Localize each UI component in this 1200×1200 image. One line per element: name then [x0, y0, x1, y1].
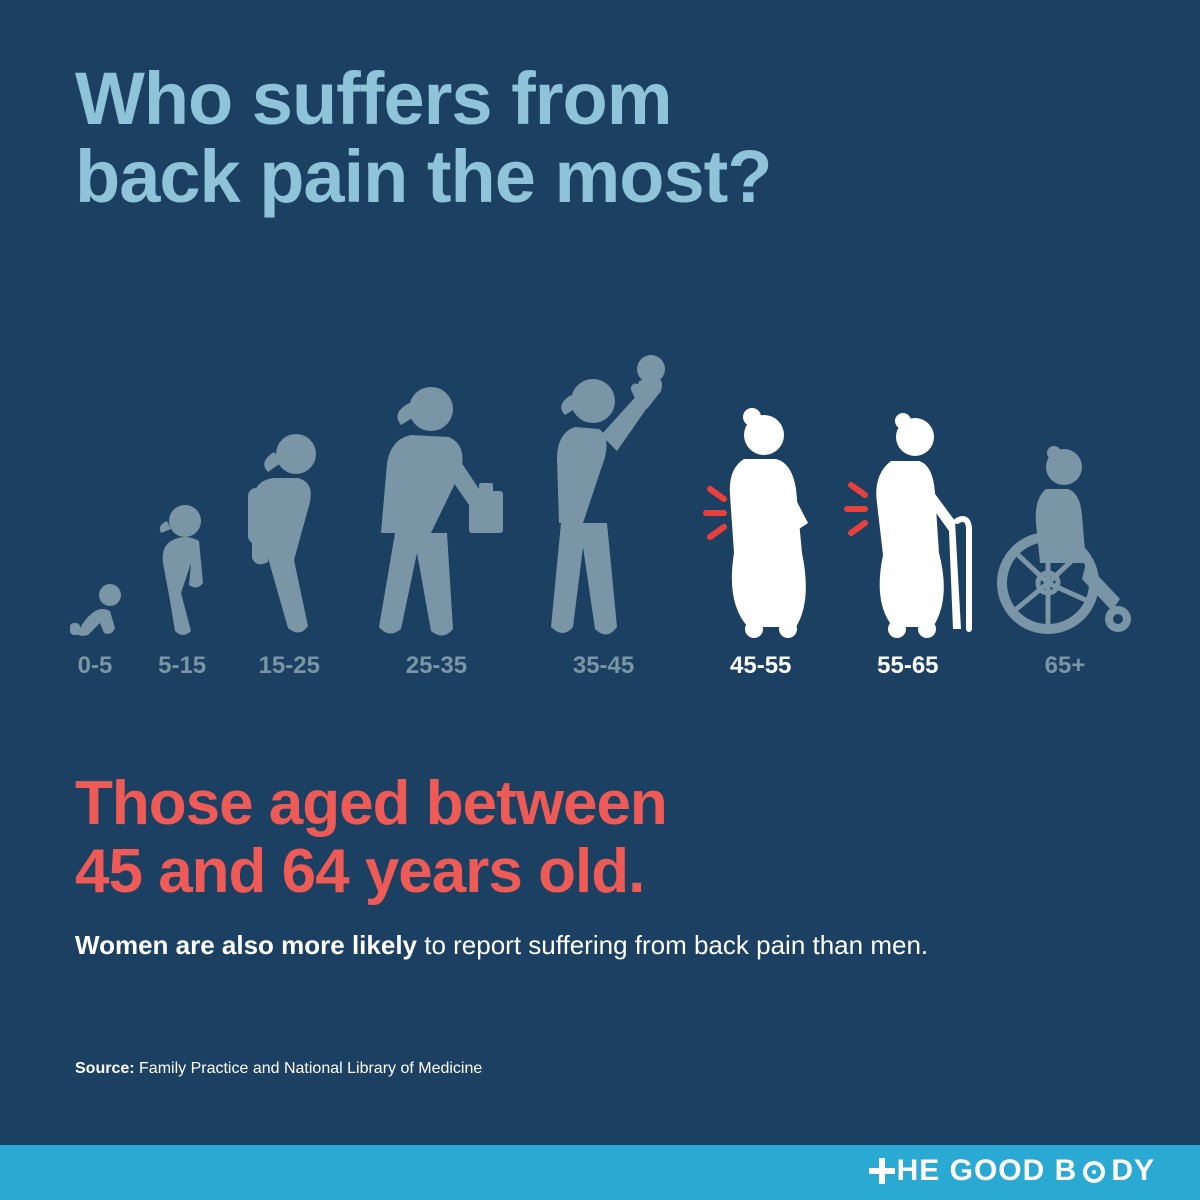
brand-text-1: HE GOOD B — [897, 1154, 1078, 1188]
title-line-2: back pain the most? — [75, 135, 771, 218]
target-o-icon — [1083, 1161, 1105, 1183]
plus-icon — [869, 1158, 895, 1184]
age-figures-row: 0-5 5-15 15-25 — [60, 350, 1140, 680]
age-figure: 0-5 — [60, 583, 130, 680]
main-title: Who suffers from back pain the most? — [75, 60, 771, 215]
teen-icon — [234, 428, 344, 638]
brand-text-2: DY — [1111, 1154, 1155, 1188]
age-label: 45-55 — [730, 652, 791, 680]
age-figure: 15-25 — [234, 428, 344, 680]
footer-bar: HE GOOD B DY — [0, 1145, 1200, 1200]
child-icon — [147, 503, 217, 638]
age-figure: 55-65 — [843, 403, 973, 680]
adult-icon — [361, 383, 511, 638]
source-text: Family Practice and National Library of … — [135, 1060, 483, 1077]
headline-line-2: 45 and 64 years old. — [75, 837, 644, 906]
title-line-1: Who suffers from — [75, 57, 672, 140]
age-label: 55-65 — [877, 652, 938, 680]
parent-icon — [529, 343, 679, 638]
age-figure: 65+ — [990, 443, 1140, 680]
subline-bold: Women are also more likely — [75, 930, 417, 960]
subline-rest: to report suffering from back pain than … — [417, 930, 928, 960]
age-figure: 25-35 — [361, 383, 511, 680]
age-label: 0-5 — [78, 652, 113, 680]
wheelchair-icon — [990, 443, 1140, 638]
source-label: Source: — [75, 1060, 135, 1077]
age-figure: 35-45 — [529, 343, 679, 680]
brand-logo: HE GOOD B DY — [869, 1154, 1155, 1188]
headline: Those aged between 45 and 64 years old. — [75, 770, 667, 906]
age-label: 15-25 — [259, 652, 320, 680]
infographic-canvas: Who suffers from back pain the most? 0-5… — [0, 0, 1200, 1200]
baby-icon — [60, 583, 130, 638]
middleaged-icon — [696, 403, 826, 638]
headline-line-1: Those aged between — [75, 769, 667, 838]
source-line: Source: Family Practice and National Lib… — [75, 1060, 482, 1078]
age-figure: 45-55 — [696, 403, 826, 680]
age-label: 65+ — [1045, 652, 1086, 680]
age-figure: 5-15 — [147, 503, 217, 680]
senior-cane-icon — [843, 403, 973, 638]
age-label: 25-35 — [406, 652, 467, 680]
age-label: 35-45 — [573, 652, 634, 680]
subline: Women are also more likely to report suf… — [75, 930, 928, 961]
age-label: 5-15 — [158, 652, 206, 680]
